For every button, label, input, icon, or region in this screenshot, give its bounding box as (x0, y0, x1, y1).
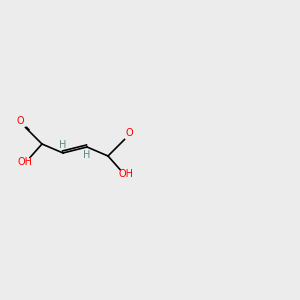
Text: H: H (59, 140, 67, 150)
Text: O: O (16, 116, 24, 127)
Text: O: O (126, 128, 134, 139)
Text: H: H (83, 150, 91, 161)
Text: OH: OH (118, 169, 134, 179)
Text: OH: OH (18, 157, 33, 167)
